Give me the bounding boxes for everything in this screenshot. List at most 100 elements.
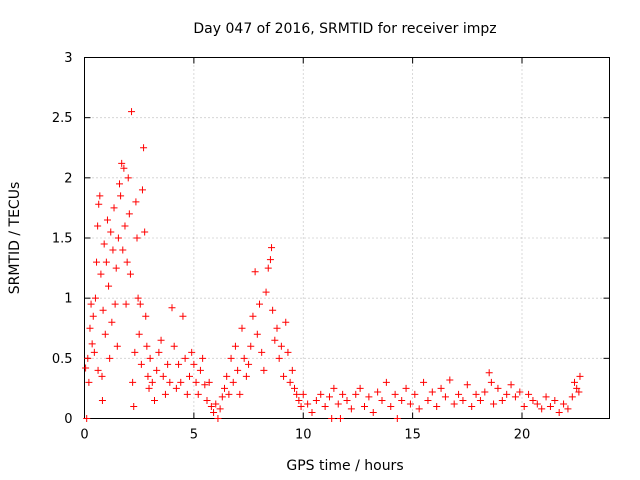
data-point	[88, 340, 96, 348]
data-point	[576, 372, 584, 380]
data-point	[262, 288, 270, 296]
data-point	[455, 390, 463, 398]
data-point	[144, 372, 152, 380]
data-point	[260, 366, 268, 374]
data-point	[205, 378, 213, 386]
axis-ticks: 0 5 10 15 20 0 0.5 1 1.5 2 2.5 3	[52, 51, 610, 443]
data-point	[247, 342, 255, 350]
data-point	[210, 408, 218, 416]
data-point	[203, 396, 211, 404]
data-point	[472, 390, 480, 398]
y-tick-label: 0.5	[52, 352, 73, 367]
data-point	[218, 393, 226, 401]
data-point	[97, 270, 105, 278]
data-point	[378, 396, 386, 404]
data-point	[125, 210, 133, 218]
data-point	[336, 415, 344, 422]
y-tick-label: 2.5	[52, 111, 73, 126]
data-point	[93, 258, 101, 266]
data-point	[102, 258, 110, 266]
data-point	[95, 200, 103, 208]
data-point	[282, 318, 290, 326]
data-point	[546, 402, 554, 410]
data-point	[194, 390, 202, 398]
data-point	[374, 388, 382, 396]
data-point	[242, 372, 250, 380]
data-point	[155, 348, 163, 356]
data-point	[387, 402, 395, 410]
data-point	[85, 378, 93, 386]
data-point	[284, 348, 292, 356]
data-point	[225, 390, 233, 398]
data-point	[308, 408, 316, 416]
data-point	[551, 396, 559, 404]
y-tick-label: 1	[64, 292, 72, 307]
data-point	[511, 393, 519, 401]
data-point	[476, 396, 484, 404]
data-point	[420, 378, 428, 386]
data-point	[245, 360, 253, 368]
data-point	[555, 408, 563, 416]
data-point	[391, 390, 399, 398]
data-point	[135, 330, 143, 338]
data-point	[137, 360, 145, 368]
data-point	[98, 396, 106, 404]
data-point	[214, 415, 222, 422]
data-point	[312, 396, 320, 404]
data-point	[183, 390, 191, 398]
data-point	[326, 393, 333, 401]
data-point	[264, 264, 272, 272]
data-point	[229, 378, 237, 386]
data-point	[258, 348, 266, 356]
data-point	[330, 384, 338, 392]
data-point	[317, 390, 325, 398]
data-point	[393, 415, 401, 422]
data-point	[321, 402, 329, 410]
data-point	[227, 354, 235, 362]
data-point	[268, 244, 276, 252]
data-point	[266, 256, 274, 264]
data-point	[103, 216, 111, 224]
data-point	[109, 246, 117, 254]
data-point	[271, 336, 279, 344]
data-point	[297, 402, 305, 410]
data-point	[564, 405, 572, 413]
data-point	[142, 312, 150, 320]
data-point	[126, 270, 134, 278]
data-point	[525, 390, 533, 398]
data-point	[157, 336, 165, 344]
y-tick-label: 3	[64, 51, 72, 66]
data-point	[339, 390, 347, 398]
data-point	[352, 390, 360, 398]
y-axis-label: SRMTID / TECUs	[7, 182, 23, 295]
data-point	[450, 400, 458, 408]
data-point	[503, 390, 511, 398]
y-tick-label: 2	[64, 171, 72, 186]
x-tick-label: 10	[295, 428, 312, 443]
data-point	[196, 366, 204, 374]
data-point	[369, 408, 377, 416]
data-point	[459, 396, 467, 404]
scatter-points	[82, 108, 584, 422]
data-point	[411, 390, 419, 398]
data-point	[83, 415, 91, 422]
data-point	[101, 330, 109, 338]
data-point	[172, 384, 180, 392]
data-point	[94, 222, 102, 230]
data-point	[424, 396, 432, 404]
data-point	[124, 174, 132, 182]
data-point	[117, 192, 125, 200]
data-point	[273, 324, 281, 332]
data-point	[212, 400, 220, 408]
data-point	[299, 390, 307, 398]
data-point	[415, 405, 423, 413]
data-point	[304, 400, 312, 408]
data-point	[428, 388, 436, 396]
data-point	[188, 348, 196, 356]
data-point	[131, 348, 139, 356]
data-point	[145, 384, 153, 392]
data-point	[542, 393, 550, 401]
data-point	[446, 376, 454, 384]
data-point	[99, 306, 107, 314]
data-point	[136, 300, 144, 308]
